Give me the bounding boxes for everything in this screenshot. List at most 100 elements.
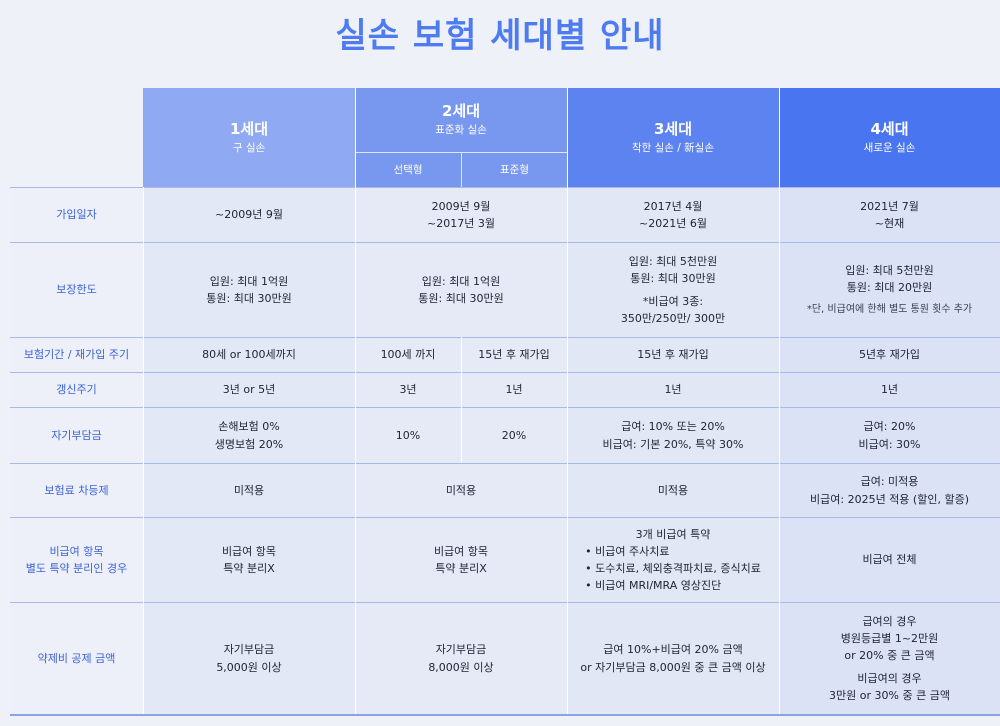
page-title: 실손 보험 세대별 안내 — [335, 16, 665, 56]
cell-text: 통원: 최대 30만원 — [206, 292, 292, 305]
label-text: 보험기간 / 재가입 주기 — [23, 348, 130, 362]
cell-text: 병원등급별 1~2만원 — [840, 631, 939, 645]
coverage-gen2: 입원: 최대 1억원 통원: 최대 30만원 — [355, 243, 567, 337]
noncovered-gen4: 비급여 전체 — [779, 518, 1000, 602]
cell-text: 3년 or 5년 — [222, 383, 276, 397]
label-text: 비급여 항목 — [49, 544, 104, 558]
deductible-gen4: 급여: 20% 비급여: 30% — [779, 408, 1000, 463]
cell-text: 10% — [395, 428, 421, 442]
cell-text: ~현재 — [874, 217, 905, 230]
join-date-gen3: 2017년 4월 ~2021년 6월 — [567, 188, 779, 242]
row-label-coverage: 보장한도 — [10, 243, 143, 337]
gen2-select-label: 선택형 — [393, 163, 423, 176]
cell-text: 3년 — [399, 383, 417, 397]
list-item: • 도수치료, 체외충격파치료, 증식치료 — [585, 562, 761, 575]
premium-diff-gen4: 급여: 미적용 비급여: 2025년 적용 (할인, 할증) — [779, 464, 1000, 517]
label-text: 가입일자 — [56, 208, 97, 222]
label-text: 보장한도 — [56, 283, 97, 297]
cell-text: or 20% 중 큰 금액 — [844, 648, 935, 662]
cell-text: 급여: 미적용 — [860, 475, 919, 489]
gen2-standard-label: 표준형 — [500, 163, 529, 176]
deductible-gen1: 손해보험 0% 생명보험 20% — [143, 408, 355, 463]
comparison-table: 1세대 구 실손 2세대 표준화 실손 선택형 표준형 3세대 착한 실손 / … — [10, 88, 1000, 716]
renewal-gen3: 1년 — [567, 373, 779, 407]
premium-diff-gen2: 미적용 — [355, 464, 567, 517]
list-item: • 비급여 주사치료 — [585, 544, 670, 558]
cell-text: 급여 10%+비급여 20% 금액 — [603, 643, 743, 657]
label-text: 약제비 공제 금액 — [37, 651, 116, 665]
cell-text: 입원: 최대 5천만원 — [628, 254, 718, 268]
row-label-noncovered: 비급여 항목 별도 특약 분리인 경우 — [10, 518, 143, 602]
drug-deduct-gen4: 급여의 경우 병원등급별 1~2만원 or 20% 중 큰 금액 비급여의 경우… — [779, 603, 1000, 714]
gen1-sub: 구 실손 — [232, 141, 266, 154]
gen4-sub: 새로운 실손 — [863, 141, 916, 154]
join-date-gen4: 2021년 7월 ~현재 — [779, 188, 1000, 242]
gen2-name: 2세대 — [441, 102, 481, 121]
cell-text: 15년 후 재가입 — [478, 348, 550, 362]
list-item-text: 비급여 MRI/MRA 영상진단 — [595, 579, 722, 593]
noncovered-gen3: 3개 비급여 특약 • 비급여 주사치료 • 도수치료, 체외충격파치료, 증식… — [567, 518, 779, 602]
label-text: 갱신주기 — [56, 383, 97, 397]
join-date-gen1: ~2009년 9월 — [143, 188, 355, 242]
cell-text: 자기부담금 — [435, 643, 487, 657]
header-gen2-standard: 표준형 — [461, 152, 567, 187]
premium-diff-gen1: 미적용 — [143, 464, 355, 517]
cell-text: 비급여 항목 — [221, 544, 277, 558]
row-label-premium-diff: 보험료 차등제 — [10, 464, 143, 517]
label-text: 별도 특약 분리인 경우 — [25, 562, 128, 575]
cell-text: 특약 분리X — [223, 562, 275, 575]
list-item-text: 비급여 주사치료 — [595, 544, 670, 558]
cell-text: ~2021년 6월 — [639, 217, 707, 230]
header-gen4: 4세대 새로운 실손 — [779, 88, 1000, 187]
cell-text: ~2017년 3월 — [427, 217, 495, 230]
gen3-sub: 착한 실손 / 新실손 — [631, 141, 714, 154]
row-label-period: 보험기간 / 재가입 주기 — [10, 338, 143, 372]
renewal-gen2-select: 3년 — [355, 373, 461, 407]
renewal-gen2-standard: 1년 — [461, 373, 567, 407]
cell-text: 통원: 최대 20만원 — [846, 281, 933, 295]
drug-deduct-gen3: 급여 10%+비급여 20% 금액 or 자기부담금 8,000원 중 큰 금액… — [567, 603, 779, 714]
cell-text: 미적용 — [657, 483, 689, 497]
cell-text: 5년후 재가입 — [858, 348, 921, 362]
cell-text: 특약 분리X — [435, 562, 487, 575]
row-label-renewal: 갱신주기 — [10, 373, 143, 407]
cell-text: 입원: 최대 5천만원 — [845, 264, 934, 278]
gen1-name: 1세대 — [229, 119, 269, 138]
cell-text: 350만/250만/ 300만 — [620, 312, 726, 326]
cell-text: 비급여: 기본 20%, 특약 30% — [602, 437, 744, 451]
cell-text: 15년 후 재가입 — [637, 348, 709, 362]
cell-text: 5,000원 이상 — [216, 660, 282, 674]
header-gen1: 1세대 구 실손 — [143, 88, 355, 187]
cell-text: 비급여 전체 — [862, 553, 917, 567]
cell-text: ~2009년 9월 — [215, 208, 283, 222]
renewal-gen1: 3년 or 5년 — [143, 373, 355, 407]
coverage-gen1: 입원: 최대 1억원 통원: 최대 30만원 — [143, 243, 355, 337]
footnote-text: *단, 비급여에 한해 별도 통원 횟수 추가 — [806, 304, 973, 316]
cell-text: 손해보험 0% — [218, 420, 280, 434]
cell-text: 입원: 최대 1억원 — [421, 274, 501, 288]
cell-text: 급여의 경우 — [862, 614, 917, 628]
noncovered-gen1: 비급여 항목 특약 분리X — [143, 518, 355, 602]
cell-text: 비급여 항목 — [433, 544, 489, 558]
cell-text: 2009년 9월 — [431, 199, 491, 213]
cell-text: 1년 — [505, 383, 523, 397]
drug-deduct-gen2: 자기부담금 8,000원 이상 — [355, 603, 567, 714]
deductible-gen2-standard: 20% — [461, 408, 567, 463]
cell-text: 3개 비급여 특약 — [635, 527, 711, 541]
cell-text: 급여: 10% 또는 20% — [621, 420, 725, 434]
cell-text: 미적용 — [445, 483, 477, 497]
period-gen2-select: 100세 까지 — [355, 338, 461, 372]
cell-text: 20% — [501, 428, 527, 442]
header-gen2: 2세대 표준화 실손 — [355, 88, 567, 152]
gen3-name: 3세대 — [653, 119, 693, 138]
cell-text: 100세 까지 — [380, 348, 436, 362]
coverage-gen3: 입원: 최대 5천만원 통원: 최대 30만원 *비급여 3종: 350만/25… — [567, 243, 779, 337]
cell-text: 통원: 최대 30만원 — [630, 271, 716, 285]
period-gen2-standard: 15년 후 재가입 — [461, 338, 567, 372]
deductible-gen2-select: 10% — [355, 408, 461, 463]
deductible-gen3: 급여: 10% 또는 20% 비급여: 기본 20%, 특약 30% — [567, 408, 779, 463]
noncovered-gen2: 비급여 항목 특약 분리X — [355, 518, 567, 602]
join-date-gen2: 2009년 9월 ~2017년 3월 — [355, 188, 567, 242]
row-label-deductible: 자기부담금 — [10, 408, 143, 463]
list-item-text: 도수치료, 체외충격파치료, 증식치료 — [595, 562, 761, 575]
